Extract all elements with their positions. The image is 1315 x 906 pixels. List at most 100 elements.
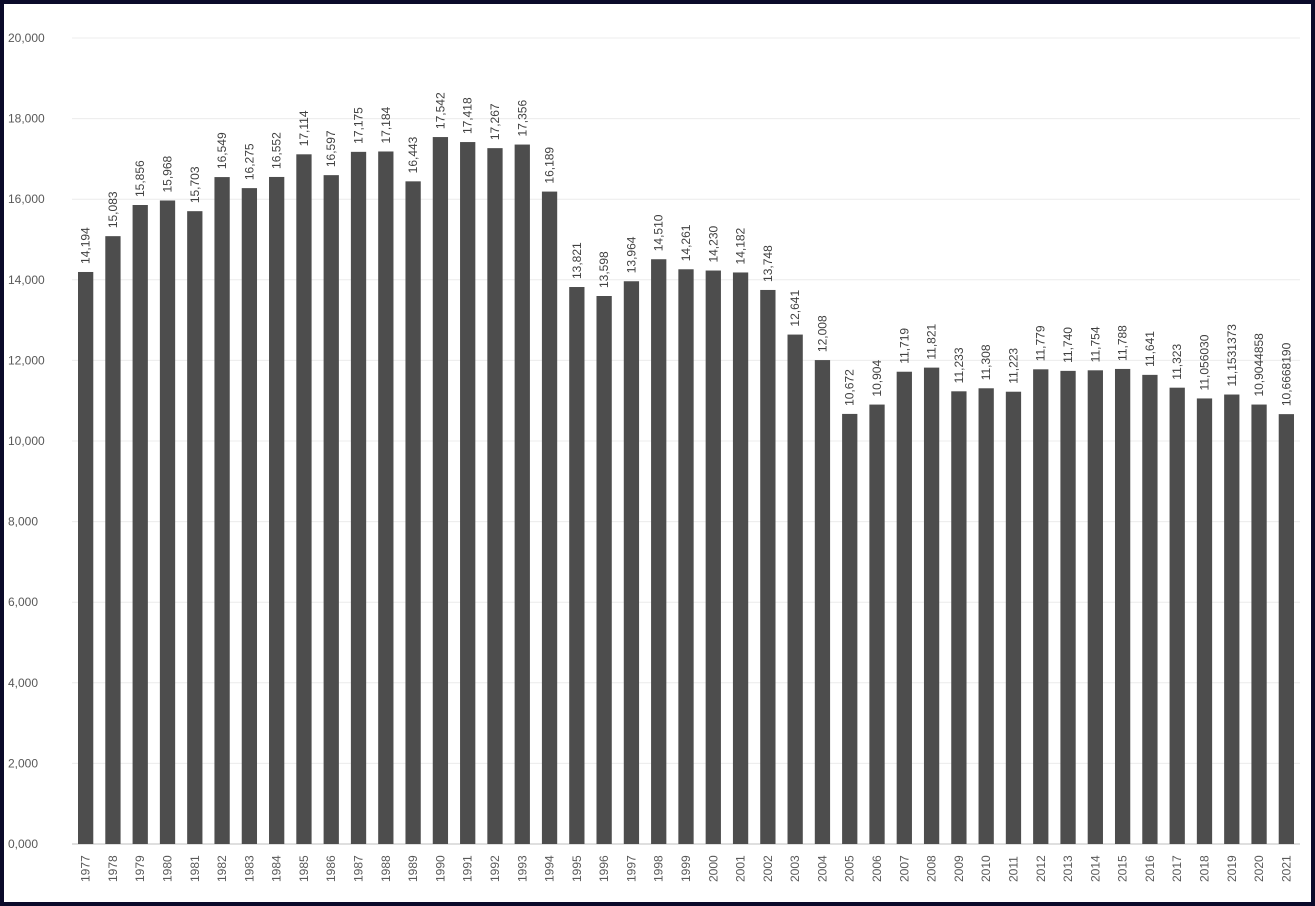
bar: [432, 137, 449, 845]
bar-chart: 0,000 2,000 4,000 6,000 8,000 10,000 12,000 14,…: [8, 31, 1300, 882]
bars: [78, 137, 1294, 845]
x-tick-label: 2021: [1279, 855, 1293, 882]
bar: [705, 270, 721, 844]
data-label: 17,418: [461, 97, 475, 134]
y-tick-label: 2,000: [8, 756, 38, 770]
bar: [1033, 369, 1049, 844]
data-label: 12,008: [815, 315, 829, 352]
bar: [1114, 368, 1131, 844]
x-tick-label: 1996: [597, 855, 611, 882]
y-tick-label: 12,000: [8, 353, 45, 367]
x-tick-label: 2001: [734, 855, 748, 882]
data-label: 14,261: [679, 224, 693, 261]
data-label: 13,748: [761, 245, 775, 282]
x-tick-label: 1982: [215, 855, 229, 882]
x-tick-label: 2016: [1143, 855, 1157, 882]
bar: [460, 142, 476, 845]
data-label: 16,443: [406, 136, 420, 173]
bar: [978, 388, 994, 844]
data-label: 13,821: [570, 242, 584, 279]
bar: [78, 271, 94, 844]
x-tick-label: 2000: [706, 855, 720, 882]
bar: [214, 177, 230, 844]
x-tick-label: 1995: [570, 855, 584, 882]
data-label: 15,968: [161, 155, 175, 192]
data-label: 16,552: [270, 132, 284, 169]
bar: [487, 148, 503, 844]
data-label: 17,356: [515, 100, 529, 137]
x-tick-label: 1989: [406, 855, 420, 882]
bar: [923, 367, 940, 844]
data-label: 11,788: [1116, 325, 1130, 361]
bar: [787, 334, 803, 844]
data-label: 16,189: [543, 147, 557, 184]
x-tick-label: 1988: [379, 855, 393, 882]
x-tick-label: 1983: [242, 855, 256, 882]
data-label: 15,856: [133, 160, 147, 197]
data-label: 11,223: [1006, 348, 1020, 384]
y-tick-label: 20,000: [8, 31, 45, 45]
data-label: 10,6668190: [1279, 342, 1293, 406]
bar: [296, 154, 312, 845]
bar: [1169, 387, 1185, 844]
y-tick-label: 8,000: [8, 515, 38, 529]
x-tick-label: 1978: [106, 855, 120, 882]
x-tick-label: 1994: [543, 855, 557, 882]
x-tick-label: 1991: [461, 855, 475, 882]
bar: [651, 259, 667, 844]
bar: [569, 287, 585, 845]
x-tick-label: 2008: [925, 855, 939, 882]
bar: [105, 236, 121, 845]
x-tick-label: 1998: [652, 855, 666, 882]
data-label: 14,194: [79, 227, 93, 264]
data-label: 10,904: [870, 360, 884, 397]
data-label: 11,719: [897, 328, 911, 364]
x-tick-label: 2006: [870, 855, 884, 882]
bar: [323, 175, 339, 845]
bar: [760, 289, 776, 845]
data-label: 16,549: [215, 132, 229, 169]
data-label: 11,740: [1061, 327, 1075, 363]
bar: [187, 211, 203, 845]
bar: [514, 144, 530, 844]
data-label: 11,056030: [1197, 334, 1211, 390]
data-label: 11,1531373: [1225, 324, 1239, 387]
x-tick-label: 2010: [979, 855, 993, 882]
x-tick-label: 2012: [1034, 855, 1048, 882]
x-tick-label: 2017: [1170, 855, 1184, 882]
x-tick-label: 2003: [788, 855, 802, 882]
bar: [1251, 404, 1267, 844]
data-label: 10,9044858: [1252, 333, 1266, 397]
bar: [869, 404, 885, 844]
bar: [678, 269, 694, 844]
data-labels: 14,194 15,083 15,856 15,968 15,703 16,549 16,2…: [79, 92, 1294, 406]
y-tick-label: 4,000: [8, 676, 38, 690]
data-label: 15,703: [188, 166, 202, 203]
y-tick-label: 6,000: [8, 595, 38, 609]
data-label: 10,672: [843, 369, 857, 406]
data-label: 11,323: [1170, 344, 1184, 380]
data-label: 11,821: [925, 323, 939, 359]
bar: [951, 391, 967, 844]
x-tick-label: 1986: [324, 855, 338, 882]
data-label: 12,641: [788, 290, 802, 327]
x-tick-label: 1999: [679, 855, 693, 882]
x-tick-label: 2011: [1006, 856, 1020, 882]
data-label: 14,510: [652, 214, 666, 251]
x-tick-label: 2005: [843, 855, 857, 882]
x-tick-label: 2004: [815, 855, 829, 882]
x-tick-label: 2002: [761, 855, 775, 882]
data-label: 11,754: [1088, 326, 1102, 362]
y-tick-label: 0,000: [8, 837, 38, 851]
bar: [1087, 370, 1103, 844]
x-axis-ticks: 1977 1978 1979 1980 1981 1982 1983 1984 1985 1986…: [79, 855, 1294, 882]
bar: [1060, 370, 1076, 844]
x-tick-label: 2009: [952, 855, 966, 882]
bar: [1005, 391, 1022, 844]
data-label: 14,230: [706, 226, 720, 263]
x-tick-label: 2019: [1225, 855, 1239, 882]
x-tick-label: 1992: [488, 855, 502, 882]
x-tick-label: 2013: [1061, 855, 1075, 882]
bar: [405, 181, 421, 844]
x-tick-label: 2014: [1088, 855, 1102, 882]
